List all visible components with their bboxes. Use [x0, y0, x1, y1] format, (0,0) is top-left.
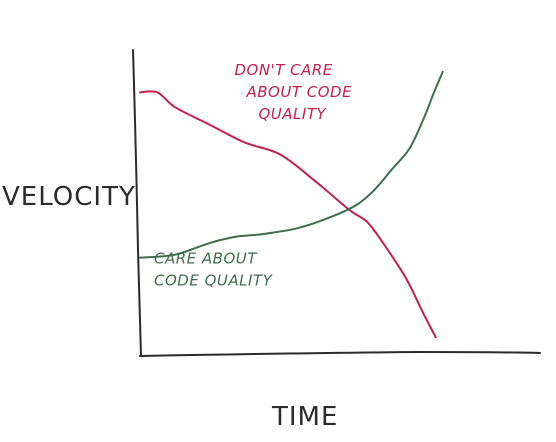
series-line-0: [139, 90, 437, 339]
annotation-layer: DON'T CARE ABOUT CODE QUALITY CARE ABOUT COD…: [154, 61, 352, 290]
annotation-1-line-1: CODE QUALITY: [154, 272, 274, 290]
axes: [132, 49, 541, 357]
annotation-0: DON'T CARE ABOUT CODE QUALITY: [235, 61, 353, 123]
annotation-0-line-1: ABOUT CODE: [246, 83, 353, 101]
series-layer: [139, 70, 444, 339]
annotation-1-line-0: CARE ABOUT: [154, 250, 258, 268]
series-line-1: [139, 70, 444, 259]
annotation-0-line-2: QUALITY: [259, 105, 328, 123]
x-axis: [139, 350, 541, 357]
y-axis-label: VELOCITY: [2, 182, 136, 212]
x-axis-label: TIME: [271, 402, 338, 432]
annotation-0-line-0: DON'T CARE: [235, 61, 333, 79]
annotation-1: CARE ABOUT CODE QUALITY: [154, 250, 274, 290]
y-axis: [132, 49, 142, 357]
